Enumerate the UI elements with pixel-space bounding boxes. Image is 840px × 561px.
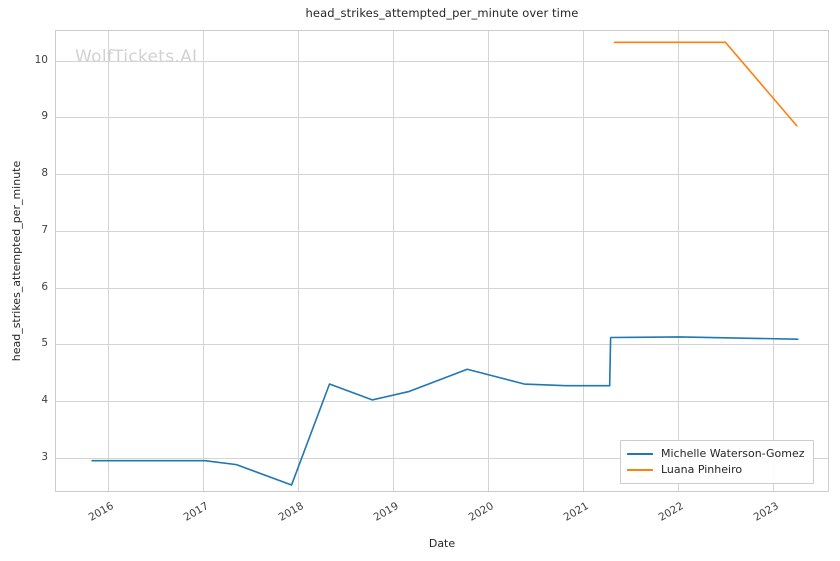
watermark: WolfTickets.AI <box>75 47 198 67</box>
gridline-horizontal <box>56 117 828 119</box>
y-axis-tick-label: 8 <box>41 167 48 180</box>
y-axis-tick-label: 4 <box>41 394 48 407</box>
gridline-horizontal <box>56 230 828 232</box>
series-lines <box>91 41 799 486</box>
y-axis-tick-label: 3 <box>41 450 48 463</box>
chart-legend[interactable]: Michelle Waterson-Gomez Luana Pinheiro <box>620 440 814 484</box>
legend-item[interactable]: Luana Pinheiro <box>627 462 805 478</box>
gridline-horizontal <box>56 60 828 62</box>
legend-item-label: Michelle Waterson-Gomez <box>661 447 805 460</box>
gridline-vertical <box>108 31 110 491</box>
y-axis-tick-label: 6 <box>41 280 48 293</box>
x-axis-title: Date <box>428 537 456 550</box>
gridline-vertical <box>678 31 680 491</box>
legend-item[interactable]: Michelle Waterson-Gomez <box>627 446 805 462</box>
series-line <box>613 41 798 127</box>
gridline-vertical <box>488 31 490 491</box>
y-axis-tick-label: 7 <box>41 223 48 236</box>
gridline-horizontal <box>56 344 828 346</box>
legend-swatch-icon <box>627 453 653 455</box>
y-axis-tick-label: 9 <box>41 110 48 123</box>
gridline-horizontal <box>56 287 828 289</box>
page-title: head_strikes_attempted_per_minute over t… <box>305 6 579 20</box>
y-axis-tick-label: 10 <box>34 53 48 66</box>
legend-swatch-icon <box>627 469 653 471</box>
legend-item-label: Luana Pinheiro <box>661 463 743 476</box>
gridline-vertical <box>393 31 395 491</box>
gridline-horizontal <box>56 457 828 459</box>
gridline-horizontal <box>56 401 828 403</box>
gridline-vertical <box>298 31 300 491</box>
gridline-vertical <box>773 31 775 491</box>
series-line <box>91 336 799 486</box>
plot-area: WolfTickets.AI <box>55 30 829 492</box>
gridline-horizontal <box>56 174 828 176</box>
gridline-vertical <box>583 31 585 491</box>
y-axis-tick-label: 5 <box>41 337 48 350</box>
gridline-vertical <box>203 31 205 491</box>
